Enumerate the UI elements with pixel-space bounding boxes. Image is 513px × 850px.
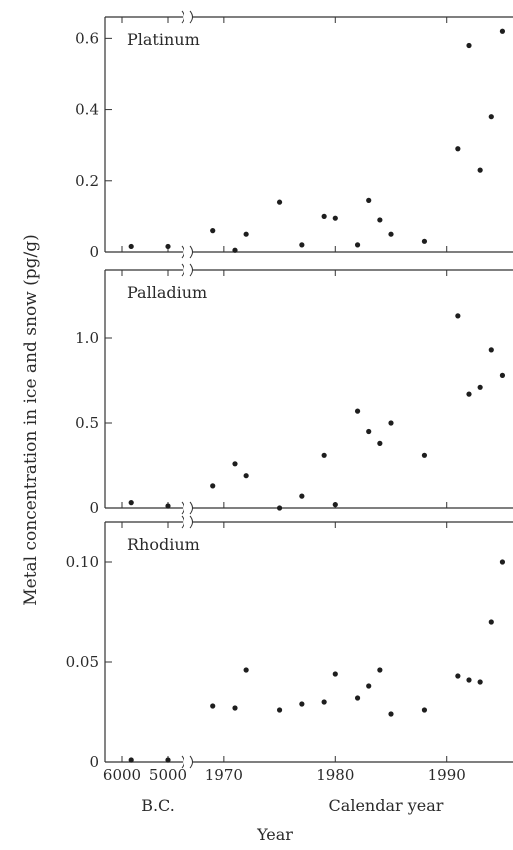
data-point <box>455 313 461 319</box>
data-point <box>499 372 506 378</box>
data-point <box>210 483 216 489</box>
data-point <box>354 695 361 701</box>
x-axis-label: Year <box>256 825 293 844</box>
data-point <box>421 238 428 244</box>
data-point <box>243 473 249 479</box>
data-point <box>477 679 483 685</box>
x-tick-label: 5000 <box>149 766 187 784</box>
data-point <box>366 197 372 203</box>
data-point <box>466 391 472 397</box>
data-point <box>299 493 305 499</box>
panel-0: 0 0.2 0.4 0.6 Platinum <box>75 10 513 261</box>
data-point <box>499 28 506 34</box>
calendar-group-label: Calendar year <box>329 796 444 815</box>
bc-group-label: B.C. <box>141 796 175 815</box>
data-point <box>321 213 327 219</box>
bc-data-point <box>128 500 134 506</box>
data-point <box>488 619 494 625</box>
data-point <box>354 408 361 414</box>
y-tick-label: 0.6 <box>75 29 99 47</box>
axis-break-bottom-gap <box>184 756 189 768</box>
bc-data-point <box>165 243 171 250</box>
x-tick-label: 1970 <box>205 766 243 784</box>
data-point <box>321 699 327 705</box>
data-point <box>377 440 383 446</box>
x-tick-label: 1980 <box>316 766 354 784</box>
panel-2: 0 0.05 0.10 Rhodium <box>66 515 513 771</box>
y-tick-label: 0 <box>89 753 99 771</box>
data-point <box>466 42 472 49</box>
y-axis-label: Metal concentration in ice and snow (pg/… <box>21 234 41 606</box>
data-point <box>388 231 394 237</box>
data-point <box>321 452 327 458</box>
data-point <box>232 247 238 253</box>
axis-break-top-gap <box>184 11 189 23</box>
data-point <box>466 677 472 683</box>
data-point <box>477 167 483 173</box>
data-point <box>455 146 461 152</box>
panel-1: 0 0.5 1.0 Palladium <box>75 263 513 517</box>
data-point <box>276 199 283 205</box>
bc-data-point <box>165 503 171 509</box>
panel-title: Rhodium <box>127 535 200 554</box>
data-point <box>299 242 305 248</box>
bc-data-point <box>128 757 134 763</box>
data-point <box>332 502 338 508</box>
axis-break-top-gap <box>184 516 189 528</box>
panel-title: Palladium <box>127 283 207 302</box>
axis-break-top-gap <box>184 264 189 276</box>
bc-data-point <box>165 757 171 763</box>
data-point <box>499 559 506 565</box>
data-point <box>210 703 216 709</box>
data-point <box>276 505 283 511</box>
data-point <box>488 114 494 120</box>
data-point <box>388 420 394 426</box>
data-point <box>421 707 428 713</box>
data-point <box>455 673 461 679</box>
y-tick-label: 0 <box>89 499 99 517</box>
y-tick-label: 1.0 <box>75 329 99 347</box>
data-point <box>354 242 361 248</box>
data-point <box>388 711 394 717</box>
y-tick-label: 0.05 <box>66 653 99 671</box>
data-point <box>243 231 249 237</box>
data-point <box>243 667 249 673</box>
x-tick-label: 6000 <box>103 766 141 784</box>
y-tick-label: 0.5 <box>75 414 99 432</box>
data-point <box>299 701 305 707</box>
y-tick-label: 0.4 <box>75 101 99 119</box>
data-point <box>232 461 238 467</box>
panel-title: Platinum <box>127 30 200 49</box>
y-tick-label: 0.2 <box>75 172 99 190</box>
panels-group: 00.20.40.6 Platinum00.51.0Palladium00.050… <box>66 10 513 784</box>
axis-break-bottom-gap <box>184 502 189 514</box>
y-tick-label: 0.10 <box>66 553 99 571</box>
data-point <box>366 428 372 435</box>
data-point <box>421 452 428 458</box>
y-tick-label: 0 <box>89 243 99 261</box>
axis-break-bottom-gap <box>184 246 189 258</box>
data-point <box>377 217 383 223</box>
data-point <box>366 683 372 689</box>
data-point <box>332 671 338 677</box>
data-point <box>488 347 494 353</box>
data-point <box>377 667 383 673</box>
data-point <box>276 707 283 713</box>
bc-data-point <box>128 243 134 250</box>
x-tick-label: 1990 <box>428 766 466 784</box>
data-point <box>232 705 238 711</box>
data-point <box>332 215 338 221</box>
data-point <box>210 228 216 234</box>
data-point <box>477 384 483 390</box>
